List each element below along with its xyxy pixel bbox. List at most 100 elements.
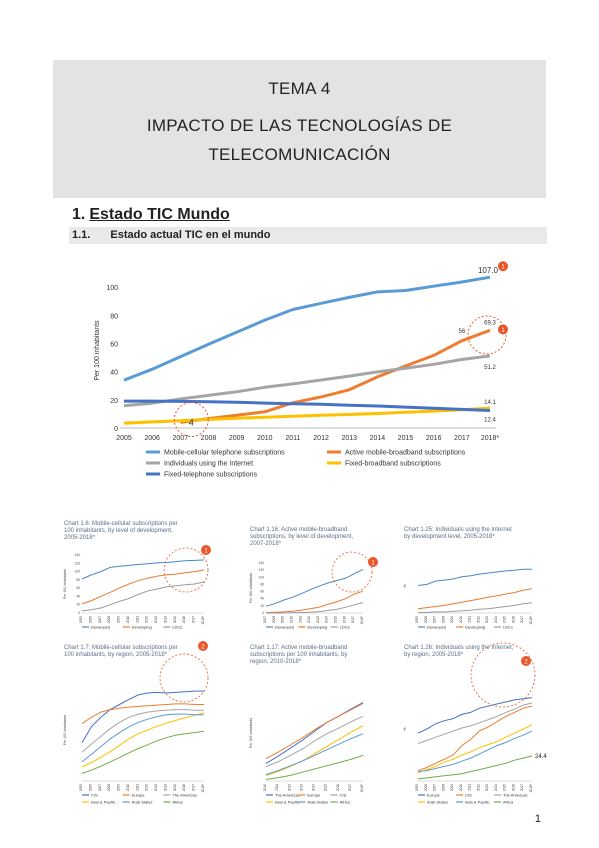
thumbnail-series-line [265, 590, 364, 614]
thumbnail-legend-label: Arab States [132, 800, 153, 805]
thumbnail-x-tick: 2016 [336, 784, 340, 791]
thumbnail-y-tick: 20 [76, 603, 80, 607]
thumbnail-title: 100 inhabitants, by level of development… [64, 528, 173, 534]
thumbnail-x-tick: 2012 [287, 784, 291, 791]
thumbnail-x-tick: 2015 [173, 616, 177, 623]
thumbnail-chart: Chart 1.25: Individuals using the Intern… [403, 527, 533, 630]
thumbnail-x-tick: 2015 [334, 616, 338, 623]
legend-label: Fixed-broadband subscriptions [345, 461, 441, 468]
thumbnail-x-tick: 2008 [441, 784, 445, 791]
thumbnail-y-tick: 40 [260, 597, 264, 601]
page-number: 1 [534, 813, 541, 825]
thumbnail-legend-label: Developing [465, 625, 485, 630]
section-heading: 1. Estado TIC Mundo [72, 206, 230, 224]
annotation-badge-label: 1 [501, 328, 505, 334]
data-label-mobile: 107.0 [478, 266, 499, 275]
thumbnail-series-line [81, 730, 205, 774]
annotation-badge [201, 545, 211, 555]
thumbnail-legend-label: Asia & Pacific [91, 800, 115, 805]
thumbnail-legend-label: The Americas [172, 793, 196, 798]
thumbnail-x-tick: 2018* [360, 783, 364, 792]
thumbnail-x-tick: 2010 [289, 616, 293, 623]
thumbnail-x-tick: 2009 [281, 616, 285, 623]
thumbnail-title: Chart 1.17: Active mobile-broadband [250, 645, 347, 651]
annotation-badge [498, 324, 508, 335]
thumbnail-y-tick: 80 [76, 578, 80, 582]
thumbnail-y-tick: 100 [75, 570, 81, 574]
thumbnail-x-tick: 2009 [450, 616, 454, 623]
annotation-badge [198, 641, 208, 651]
y-axis-label: Per 100 inhabitants [94, 320, 101, 381]
thumbnail-x-tick: 2011 [135, 616, 139, 623]
thumbnail-series-line [265, 702, 364, 760]
thumbnail-x-tick: 2017 [351, 616, 355, 623]
data-label-broadband: 69.3 [484, 320, 496, 326]
thumbnail-series-line [265, 754, 364, 780]
data-label-broadband-start: 4 [189, 418, 194, 428]
thumbnail-x-tick: 2006 [88, 784, 92, 791]
thumbnail-chart: Chart 1.26: Individuals using the Intern… [403, 642, 547, 805]
thumbnail-x-tick: 2017 [520, 616, 524, 623]
thumbnail-x-tick: 2014 [494, 616, 498, 623]
y-tick-label: 40 [110, 370, 118, 377]
thumbnail-x-tick: 2018* [529, 783, 533, 792]
regional-charts-grid: Chart 1.6: Mobile-cellular subscriptions… [63, 521, 547, 805]
x-tick-label: 2017 [454, 435, 470, 442]
thumbnail-series-line [417, 568, 532, 586]
subsection-bar [69, 227, 547, 244]
title-line-3: TELECOMUNICACIÓN [208, 145, 391, 164]
thumbnail-x-tick: 2010 [263, 784, 267, 791]
annotation-circle [467, 315, 507, 355]
thumbnail-x-tick: 2005 [79, 616, 83, 623]
x-tick-label: 2012 [313, 435, 329, 442]
thumbnail-legend-label: Europe [132, 793, 146, 798]
thumbnail-legend-label: Developed [91, 625, 110, 630]
thumbnail-legend-label: The Americas [503, 793, 527, 798]
thumbnail-x-tick: 2005 [415, 784, 419, 791]
thumbnail-series-line [417, 755, 533, 780]
thumbnail-y-tick: 120 [75, 561, 81, 565]
thumbnail-series-line [265, 725, 364, 776]
x-tick-label: 2010 [257, 435, 273, 442]
thumbnail-x-tick: 2016 [511, 616, 515, 623]
thumbnail-legend-label: Europe [427, 793, 441, 798]
thumbnail-legend-label: Africa [340, 800, 351, 805]
thumbnail-y-tick: 80 [260, 582, 264, 586]
thumbnail-title: subscriptions, by level of development, [250, 534, 353, 540]
subsection-number: 1.1. [72, 229, 91, 241]
thumbnail-x-tick: 2008 [441, 616, 445, 623]
annotation-badge [368, 557, 378, 567]
thumbnail-data-label: 24.4 [535, 754, 547, 760]
title-line-1: TEMA 4 [268, 79, 331, 98]
thumbnail-x-tick: 2005 [415, 616, 419, 623]
thumbnail-series-line [265, 568, 364, 607]
thumbnail-y-tick: 140 [75, 553, 81, 557]
annotation-circle [159, 653, 209, 703]
thumbnail-x-tick: 2006 [424, 784, 428, 791]
thumbnail-x-tick: 2011 [468, 616, 472, 623]
thumbnail-x-tick: 2017 [192, 784, 196, 791]
thumbnail-x-tick: 2014 [163, 616, 167, 623]
thumbnail-x-tick: 2012 [476, 616, 480, 623]
thumbnail-legend-label: Developed [275, 625, 294, 630]
thumbnail-x-tick: 2015 [173, 784, 177, 791]
thumbnail-series-line [417, 588, 533, 610]
thumbnail-title: Chart 1.16: Active mobile-broadband [250, 527, 347, 533]
thumbnail-x-tick: 2017 [192, 616, 196, 623]
x-tick-label: 2008 [201, 435, 217, 442]
thumbnail-title: region, 2010-2018* [250, 659, 302, 665]
thumbnail-series-line [81, 703, 204, 725]
annotation-badge [521, 656, 531, 666]
thumbnail-x-tick: 2011 [275, 784, 279, 791]
legend-label: Fixed-telephone subscriptions [164, 472, 257, 479]
data-label-internet: 51.2 [484, 365, 496, 371]
thumbnail-x-tick: 2009 [117, 784, 121, 791]
thumbnail-chart: Chart 1.17: Active mobile-broadbandsubsc… [249, 645, 364, 805]
thumbnail-x-tick: 2007 [98, 784, 102, 791]
thumbnail-y-label: Per 100 inhabitants [249, 718, 253, 748]
thumbnail-x-tick: 2011 [135, 784, 139, 791]
thumbnail-series-line [266, 602, 364, 614]
annotation-circle [173, 402, 209, 438]
thumbnail-legend-label: CIS [91, 793, 98, 798]
thumbnail-legend-label: Asia & Pacific [465, 800, 489, 805]
